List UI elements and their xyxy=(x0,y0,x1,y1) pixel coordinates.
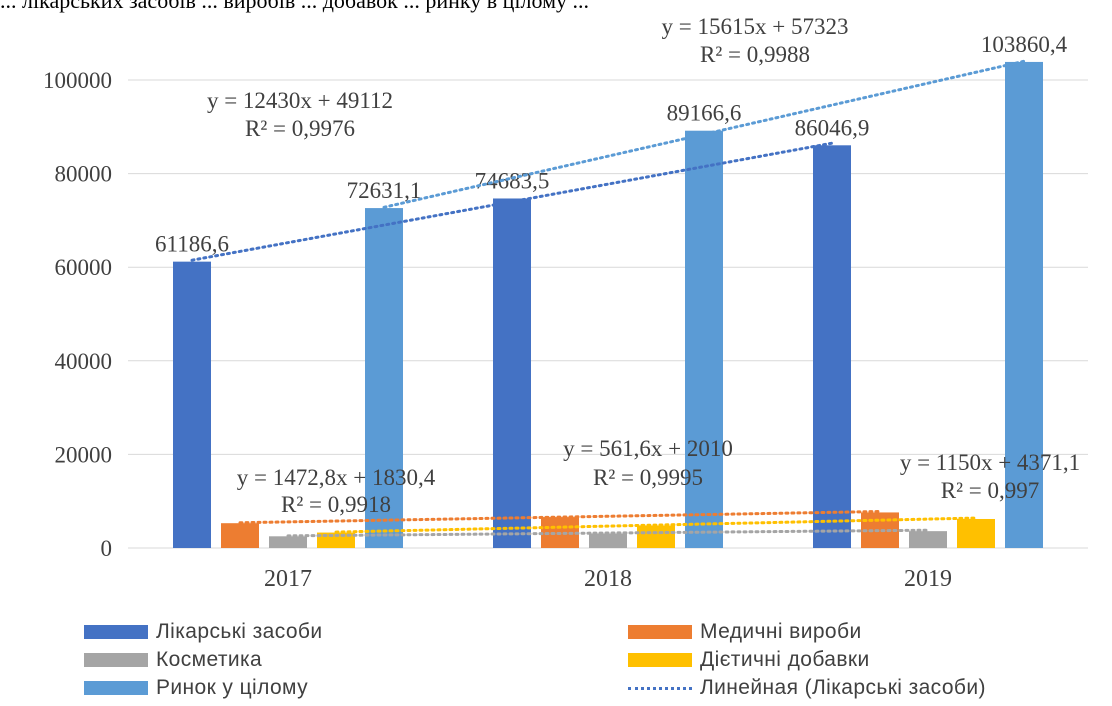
legend-item-likarski: Лікарські засоби xyxy=(84,620,322,644)
bar-chart: 0 20000 40000 60000 80000 100000 61186,6 72631,… xyxy=(43,14,1088,592)
trend-r2: R² = 0,997 xyxy=(941,478,1039,503)
x-tick-label: 2017 xyxy=(264,566,312,592)
trend-equation: y = 1150x + 4371,1 xyxy=(900,450,1080,475)
legend-label-kosmetyka: Косметика xyxy=(156,648,263,671)
y-tick-label: 100000 xyxy=(43,68,112,93)
trend-r2: R² = 0,9988 xyxy=(700,42,810,67)
trend-equation: y = 1472,8x + 1830,4 xyxy=(237,465,436,490)
bar xyxy=(269,536,307,548)
data-label: 89166,6 xyxy=(667,101,742,126)
trendline xyxy=(382,59,1026,209)
trend-equation: y = 15615x + 57323 xyxy=(662,14,849,39)
trendline xyxy=(286,528,930,538)
bar xyxy=(589,533,627,548)
trendline xyxy=(190,141,834,262)
data-label: 103860,4 xyxy=(981,32,1068,57)
trend-r2: R² = 0,9976 xyxy=(245,116,355,141)
bar xyxy=(637,525,675,548)
data-label: 61186,6 xyxy=(155,232,229,257)
legend-label-trend: Линейная (Лікарські засоби) xyxy=(700,676,986,699)
legend-swatch-likarski xyxy=(84,625,148,639)
trendline xyxy=(238,509,882,525)
x-tick-label: 2019 xyxy=(904,566,952,592)
cropped-caption-text: ... лікарських засобів ... виробів ... д… xyxy=(0,0,589,13)
trend-equation: y = 12430x + 49112 xyxy=(207,88,393,113)
y-tick-label: 60000 xyxy=(55,255,113,280)
legend-swatch-dietychni xyxy=(628,653,692,667)
trend-equation: y = 561,6x + 2010 xyxy=(563,436,733,461)
legend-item-rynok: Ринок у цілому xyxy=(84,676,308,700)
data-label: 86046,9 xyxy=(795,115,870,140)
bar xyxy=(685,130,723,548)
y-tick-label: 20000 xyxy=(55,442,113,467)
legend-label-medychni: Медичні вироби xyxy=(700,620,862,643)
bar xyxy=(909,531,947,548)
trendline xyxy=(334,516,978,534)
legend-swatch-kosmetyka xyxy=(84,653,148,667)
legend-label-dietychni: Дієтичні добавки xyxy=(700,648,870,671)
data-label: 72631,1 xyxy=(347,178,422,203)
trend-r2: R² = 0,9918 xyxy=(281,492,391,517)
legend-item-trend: Линейная (Лікарські засоби) xyxy=(628,676,986,700)
trend-r2: R² = 0,9995 xyxy=(593,465,703,490)
legend-item-dietychni: Дієтичні добавки xyxy=(628,648,870,672)
y-tick-label: 80000 xyxy=(55,162,113,187)
legend-item-medychni: Медичні вироби xyxy=(628,620,862,644)
y-tick-label: 0 xyxy=(101,536,113,561)
bar xyxy=(813,145,851,548)
bar xyxy=(493,198,531,549)
y-tick-label: 40000 xyxy=(55,349,113,374)
legend-dotted-line xyxy=(628,686,692,690)
legend-label-rynok: Ринок у цілому xyxy=(156,676,309,699)
legend-swatch-medychni xyxy=(628,625,692,639)
bar xyxy=(1005,61,1043,549)
bar xyxy=(365,208,403,548)
bar xyxy=(221,523,259,548)
legend-label-likarski: Лікарські засоби xyxy=(156,620,323,643)
bar xyxy=(173,261,211,548)
legend-item-kosmetyka: Косметика xyxy=(84,648,262,672)
legend-swatch-rynok xyxy=(84,681,148,695)
x-tick-label: 2018 xyxy=(584,566,632,592)
bar xyxy=(957,518,995,548)
chart-legend: Лікарські засоби Медичні вироби Косметик… xyxy=(0,612,1112,706)
